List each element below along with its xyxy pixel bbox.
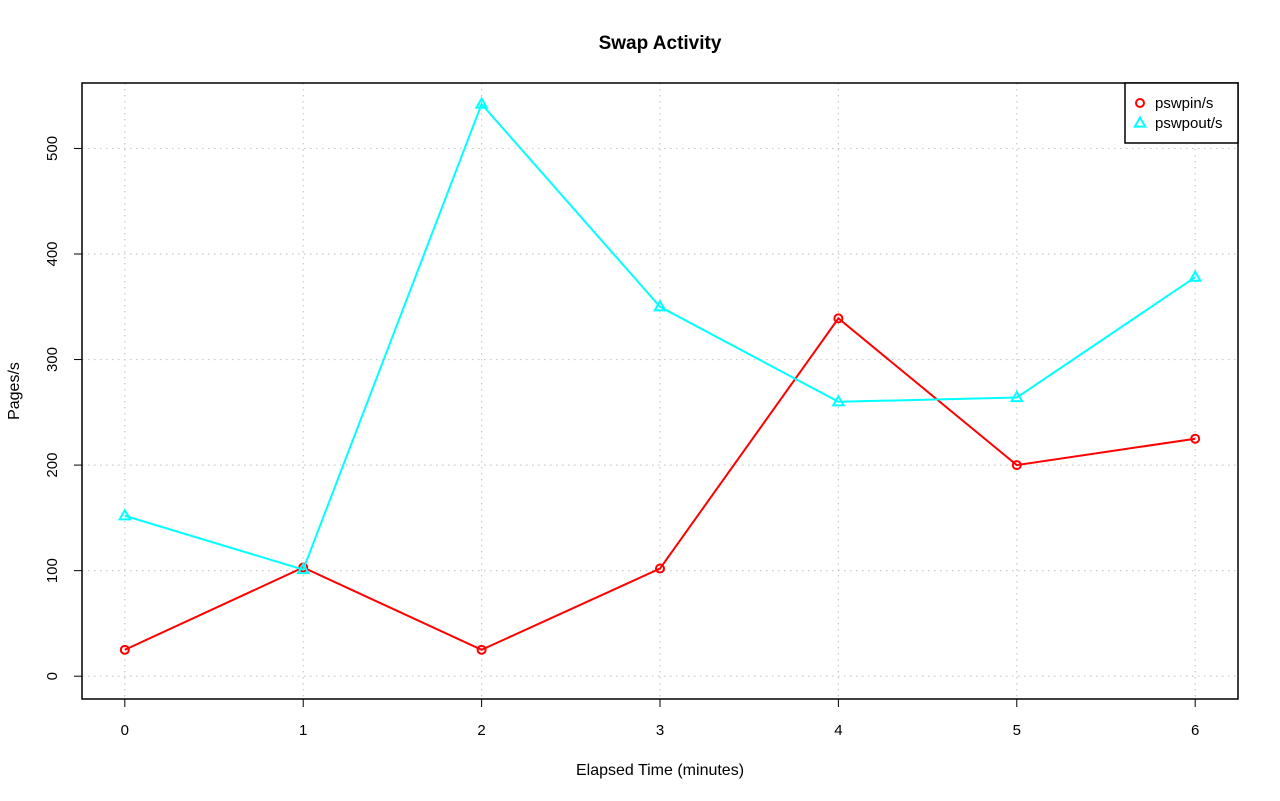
x-tick-label: 6 (1191, 722, 1199, 739)
x-axis: 0 1 2 3 4 5 6 (121, 699, 1199, 739)
grid (82, 83, 1238, 699)
y-tick-label: 200 (44, 453, 61, 478)
chart-title: Swap Activity (599, 33, 722, 54)
x-tick-label: 2 (477, 722, 485, 739)
data-point (1009, 390, 1024, 403)
y-tick-label: 300 (44, 347, 61, 372)
series-line (124, 102, 1196, 571)
y-tick-label: 400 (44, 241, 61, 266)
x-tick-label: 4 (834, 722, 842, 739)
data-point (831, 394, 846, 407)
data-point (476, 644, 487, 655)
legend-triangle-marker (1133, 115, 1147, 128)
x-tick-label: 3 (656, 722, 664, 739)
legend-label: pswpout/s (1155, 115, 1223, 132)
data-point (1190, 433, 1201, 444)
legend-box (1124, 82, 1239, 144)
series-layer (117, 96, 1203, 655)
y-axis: 0 100 200 300 400 500 (44, 136, 82, 680)
x-axis-label: Elapsed Time (minutes) (576, 762, 744, 779)
data-point (653, 299, 667, 312)
data-point (474, 96, 489, 109)
x-tick-label: 0 (121, 722, 129, 739)
data-point (655, 563, 665, 574)
data-point (833, 313, 844, 324)
legend-label: pswpin/s (1155, 95, 1213, 112)
data-point (117, 508, 132, 521)
data-point (1011, 460, 1022, 471)
legend-entry: pswpin/s (1135, 95, 1213, 112)
x-tick-label: 5 (1013, 722, 1021, 739)
legend-entry: pswpout/s (1133, 115, 1223, 132)
y-axis-label: Pages/s (6, 362, 23, 420)
series-pswpout-s (117, 96, 1203, 575)
legend-circle-marker (1135, 98, 1145, 108)
plot-frame (81, 82, 1239, 700)
y-tick-label: 0 (44, 672, 61, 680)
data-point (296, 562, 311, 575)
y-tick-label: 500 (44, 136, 61, 161)
x-tick-label: 1 (299, 722, 307, 739)
data-point (119, 644, 130, 655)
legend: pswpin/s pswpout/s (1124, 82, 1239, 144)
y-tick-label: 100 (44, 558, 61, 583)
data-point (1188, 269, 1203, 282)
